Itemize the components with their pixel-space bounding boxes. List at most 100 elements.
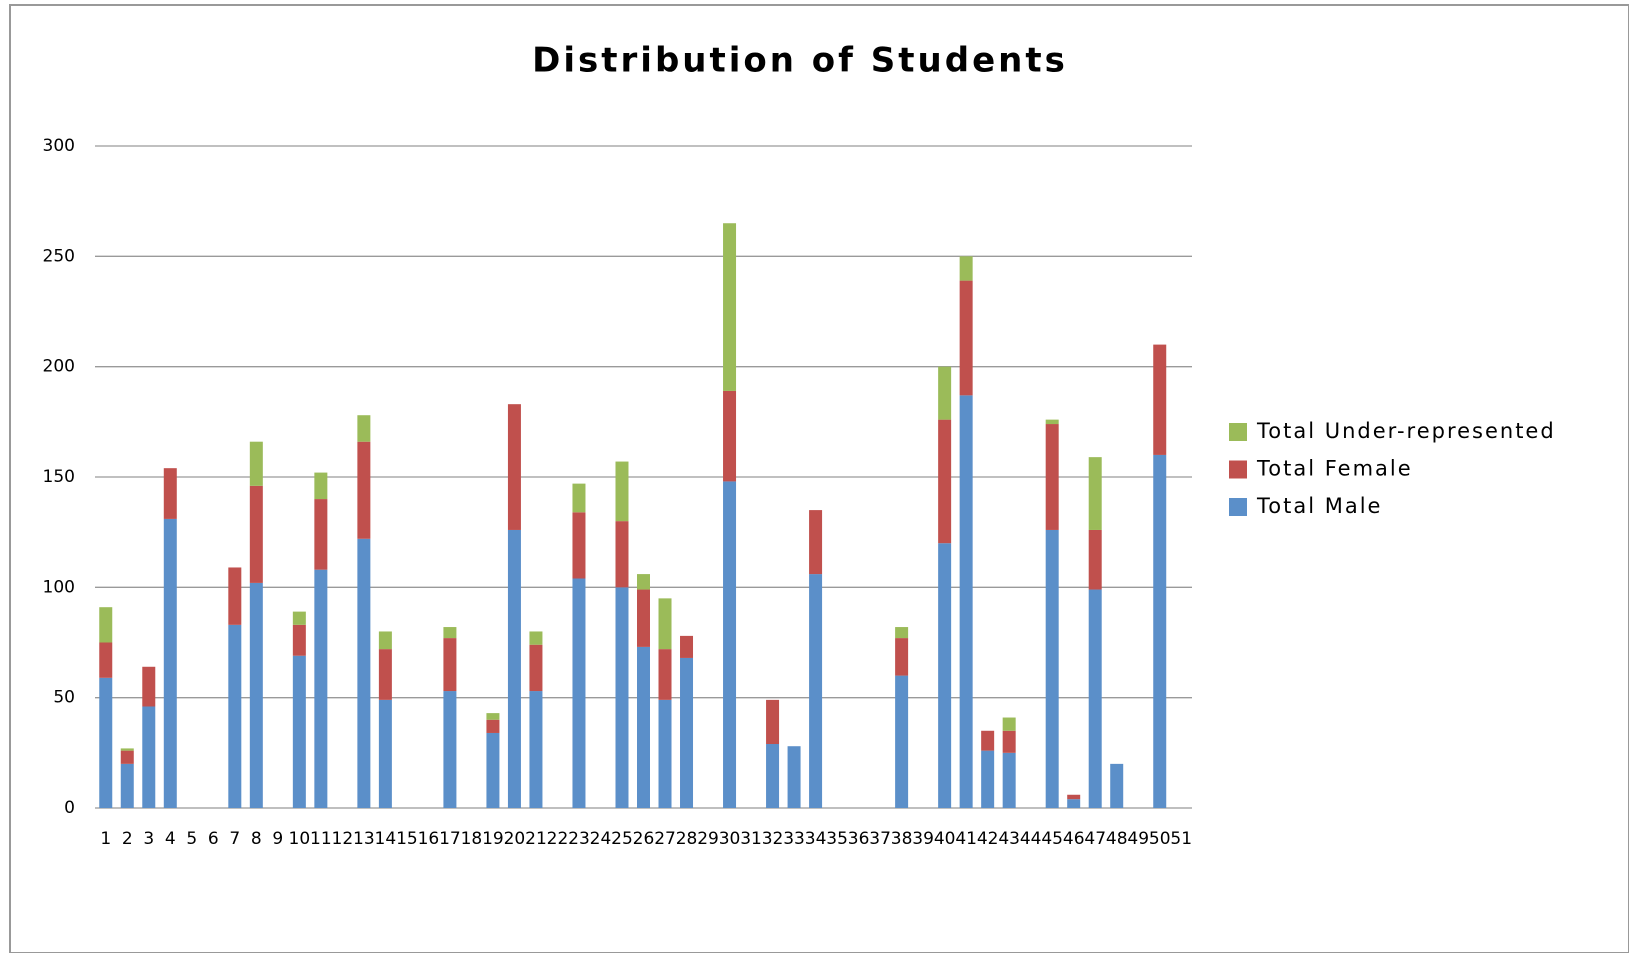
bar-segment — [680, 657, 694, 808]
legend-label: Total Female — [1256, 457, 1413, 481]
bar-segment — [1153, 454, 1167, 808]
legend-label: Total Under-represented — [1256, 419, 1556, 443]
x-tick-label: 44 — [1020, 829, 1042, 849]
x-tick-label: 17 — [439, 829, 461, 849]
bar-segment — [99, 607, 113, 643]
bar-segment — [163, 468, 177, 519]
bar-segment — [938, 543, 952, 808]
y-tick-label: 0 — [64, 798, 75, 818]
x-tick-label: 15 — [396, 829, 418, 849]
bar-segment — [572, 512, 586, 579]
bar-segment — [357, 441, 371, 539]
bar-segment — [938, 419, 952, 544]
bar-segment — [99, 677, 113, 808]
bar-segment — [443, 691, 457, 808]
bar-segment — [486, 732, 500, 808]
bar-segment — [723, 481, 737, 808]
bar-segment — [1088, 589, 1102, 808]
bar-segment — [572, 483, 586, 513]
bar-segment — [249, 582, 263, 808]
bar-segment — [1110, 763, 1124, 808]
bar-segment — [314, 499, 328, 570]
bar-segment — [529, 691, 543, 808]
x-tick-label: 20 — [504, 829, 526, 849]
x-tick-label: 43 — [998, 829, 1020, 849]
x-tick-label: 11 — [310, 829, 332, 849]
bar-segment — [1153, 344, 1167, 455]
bar-segment — [637, 589, 650, 647]
x-tick-label: 47 — [1084, 829, 1106, 849]
bar-segment — [142, 666, 156, 707]
x-tick-label: 13 — [353, 829, 375, 849]
bar-segment — [680, 635, 694, 658]
bar-segment — [615, 461, 629, 522]
bar-segment — [1002, 730, 1016, 753]
bar-segment — [959, 280, 973, 396]
bar-segment — [292, 611, 306, 625]
bar-segment — [378, 649, 392, 700]
legend-swatch — [1229, 498, 1247, 516]
bar-segment — [529, 644, 543, 692]
x-tick-label: 39 — [912, 829, 934, 849]
x-tick-label: 46 — [1063, 829, 1085, 849]
x-tick-label: 30 — [719, 829, 741, 849]
bar-segment — [120, 748, 134, 751]
chart-title: Distribution of Students — [532, 41, 1068, 81]
x-tick-label: 27 — [654, 829, 676, 849]
bar-segment — [658, 649, 672, 700]
x-tick-label: 37 — [869, 829, 891, 849]
bar-segment — [357, 538, 371, 808]
bar-segment — [658, 598, 672, 650]
y-tick-label: 150 — [43, 467, 75, 487]
x-tick-label: 51 — [1170, 829, 1192, 849]
bar-segment — [249, 441, 263, 486]
x-tick-label: 2 — [122, 829, 133, 849]
x-tick-label: 41 — [955, 829, 977, 849]
bar-segment — [766, 744, 780, 808]
x-tick-label: 42 — [977, 829, 999, 849]
bar-segment — [637, 646, 650, 808]
x-tick-label: 36 — [848, 829, 870, 849]
x-tick-label: 7 — [229, 829, 240, 849]
bar-segment — [228, 624, 242, 808]
bar-segment — [507, 529, 521, 808]
x-tick-label: 8 — [251, 829, 262, 849]
bar-segment — [314, 472, 328, 500]
bar-segment — [895, 675, 909, 808]
bar-segment — [615, 521, 629, 588]
x-tick-label: 12 — [332, 829, 354, 849]
bar-segment — [163, 518, 177, 808]
bar-segment — [292, 624, 306, 656]
x-tick-label: 23 — [568, 829, 590, 849]
x-tick-label: 48 — [1106, 829, 1128, 849]
bar-segment — [486, 719, 500, 733]
bar-segment — [120, 750, 134, 764]
x-tick-label: 34 — [805, 829, 827, 849]
bar-segment — [443, 627, 457, 639]
y-tick-label: 250 — [43, 246, 75, 266]
x-tick-label: 10 — [289, 829, 311, 849]
bar-segment — [507, 404, 521, 530]
bar-segment — [120, 763, 134, 808]
bar-segment — [981, 750, 995, 808]
bar-segment — [895, 627, 909, 639]
bar-segment — [959, 256, 973, 281]
bar-segment — [486, 713, 500, 720]
x-tick-label: 49 — [1127, 829, 1149, 849]
x-tick-label: 24 — [590, 829, 612, 849]
legend-swatch — [1229, 460, 1247, 479]
x-tick-label: 29 — [697, 829, 719, 849]
bar-segment — [572, 578, 586, 808]
bar-segment — [787, 746, 801, 808]
x-tick-label: 25 — [611, 829, 633, 849]
bar-segment — [99, 642, 113, 678]
bar-segment — [895, 638, 909, 676]
x-tick-label: 16 — [418, 829, 440, 849]
bar-segment — [1002, 717, 1016, 731]
legend-swatch — [1229, 423, 1247, 441]
x-tick-label: 18 — [461, 829, 483, 849]
x-tick-label: 9 — [272, 829, 283, 849]
x-tick-label: 28 — [676, 829, 698, 849]
bar-segment — [766, 699, 780, 745]
